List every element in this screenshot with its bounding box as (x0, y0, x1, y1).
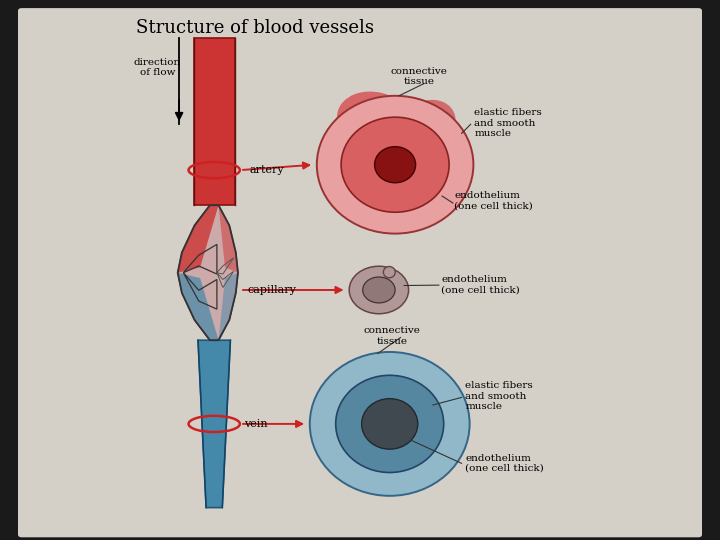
Ellipse shape (337, 91, 414, 152)
Polygon shape (178, 205, 238, 340)
Polygon shape (219, 273, 238, 340)
Polygon shape (178, 273, 219, 340)
Ellipse shape (383, 267, 395, 278)
Text: artery: artery (249, 165, 284, 175)
Text: vein: vein (244, 419, 268, 429)
Polygon shape (194, 38, 235, 205)
Text: endothelium
(one cell thick): endothelium (one cell thick) (454, 191, 534, 211)
Text: elastic fibers
and smooth
muscle: elastic fibers and smooth muscle (465, 381, 533, 411)
Ellipse shape (317, 96, 474, 234)
Text: endothelium
(one cell thick): endothelium (one cell thick) (465, 454, 544, 473)
Ellipse shape (374, 147, 415, 183)
Ellipse shape (336, 375, 444, 472)
Polygon shape (178, 205, 219, 273)
Ellipse shape (405, 100, 456, 144)
Ellipse shape (363, 277, 395, 303)
Text: Structure of blood vessels: Structure of blood vessels (136, 19, 374, 37)
Text: connective
tissue: connective tissue (364, 326, 420, 346)
Text: connective
tissue: connective tissue (391, 67, 448, 86)
Ellipse shape (349, 266, 409, 314)
Text: elastic fibers
and smooth
muscle: elastic fibers and smooth muscle (474, 108, 542, 138)
Text: capillary: capillary (248, 285, 297, 295)
Polygon shape (219, 205, 238, 273)
Ellipse shape (361, 399, 418, 449)
Text: endothelium
(one cell thick): endothelium (one cell thick) (441, 275, 520, 294)
Ellipse shape (341, 117, 449, 212)
Ellipse shape (310, 352, 469, 496)
Text: direction
of flow: direction of flow (134, 58, 181, 77)
Polygon shape (198, 340, 230, 508)
